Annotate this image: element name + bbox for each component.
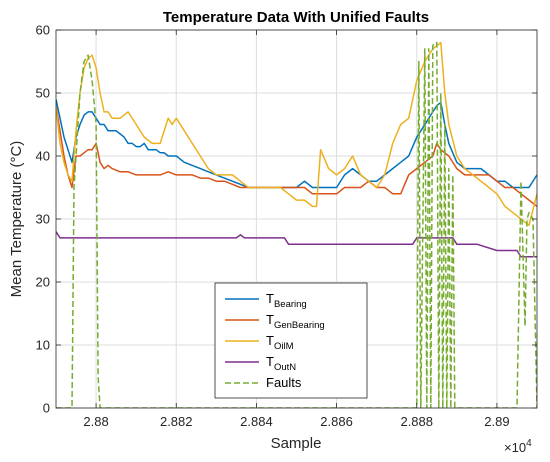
- y-tick-label: 20: [36, 275, 50, 290]
- y-tick-label: 10: [36, 338, 50, 353]
- legend-label: Faults: [266, 375, 302, 390]
- axis-ticks: 2.88 2.882 2.884 2.886 2.888 2.89 0 10 20 30 40 50 6…: [36, 23, 537, 429]
- legend-label-main: Faults: [266, 375, 302, 390]
- series-group: [56, 41, 537, 408]
- legend-label-main: T: [266, 291, 274, 306]
- x-tick-label: 2.89: [484, 414, 509, 429]
- legend-label-main: T: [266, 354, 274, 369]
- legend-label-subscript: GenBearing: [274, 320, 325, 331]
- legend-label-main: T: [266, 333, 274, 348]
- legend-label: TGenBearing: [266, 312, 325, 331]
- chart-title: Temperature Data With Unified Faults: [163, 9, 429, 26]
- y-tick-label: 40: [36, 149, 50, 164]
- x-tick-label: 2.884: [240, 414, 273, 429]
- x-axis-exponent: ×104: [504, 438, 532, 455]
- x-tick-label: 2.888: [400, 414, 433, 429]
- legend-label-subscript: OilM: [274, 341, 294, 352]
- y-tick-label: 60: [36, 23, 50, 38]
- legend-label-subscript: OutN: [274, 362, 296, 373]
- x-axis-title: Sample: [271, 435, 322, 452]
- series-lines: [56, 41, 537, 408]
- y-axis-title: Mean Temperature (°C): [8, 141, 25, 298]
- x-tick-label: 2.886: [320, 414, 353, 429]
- y-tick-label: 30: [36, 212, 50, 227]
- legend-label: TOilM: [266, 333, 294, 352]
- legend-label-main: T: [266, 312, 274, 327]
- x-axis-exponent-power: 4: [526, 438, 532, 449]
- legend-label-subscript: Bearing: [274, 299, 307, 310]
- y-tick-label: 50: [36, 86, 50, 101]
- series-line-t-outn: [56, 231, 537, 258]
- series-line-t-oilm: [56, 41, 537, 227]
- legend-label: TBearing: [266, 291, 307, 310]
- x-axis-exponent-base: ×10: [504, 440, 526, 455]
- x-tick-label: 2.882: [160, 414, 193, 429]
- legend-label: TOutN: [266, 354, 296, 373]
- x-tick-label: 2.88: [83, 414, 108, 429]
- y-tick-label: 0: [43, 401, 50, 416]
